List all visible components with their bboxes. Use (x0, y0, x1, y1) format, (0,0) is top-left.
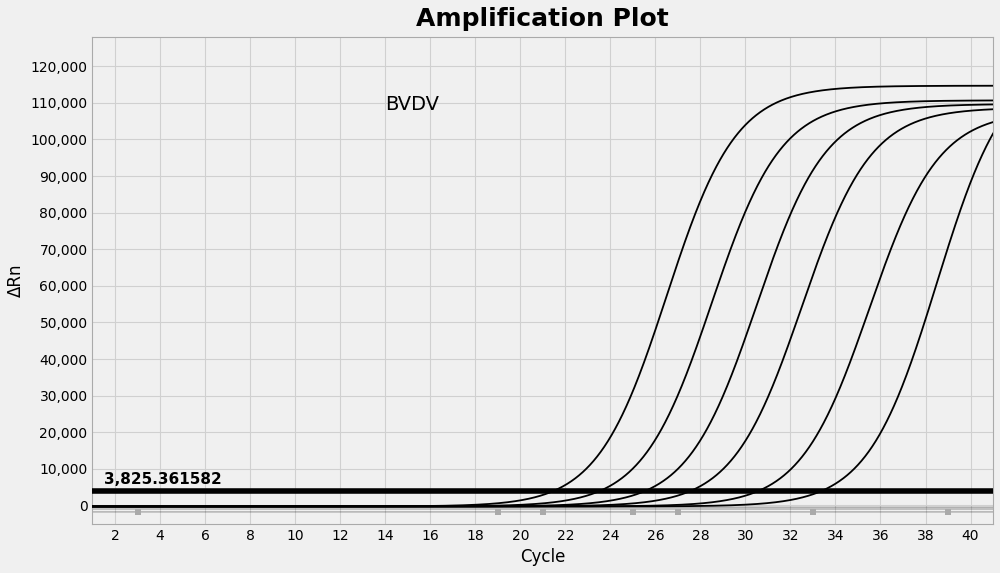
X-axis label: Cycle: Cycle (520, 548, 565, 566)
Text: BVDV: BVDV (385, 95, 439, 114)
Title: Amplification Plot: Amplification Plot (416, 7, 669, 31)
Y-axis label: ΔRn: ΔRn (7, 264, 25, 297)
Text: 3,825.361582: 3,825.361582 (104, 472, 221, 487)
